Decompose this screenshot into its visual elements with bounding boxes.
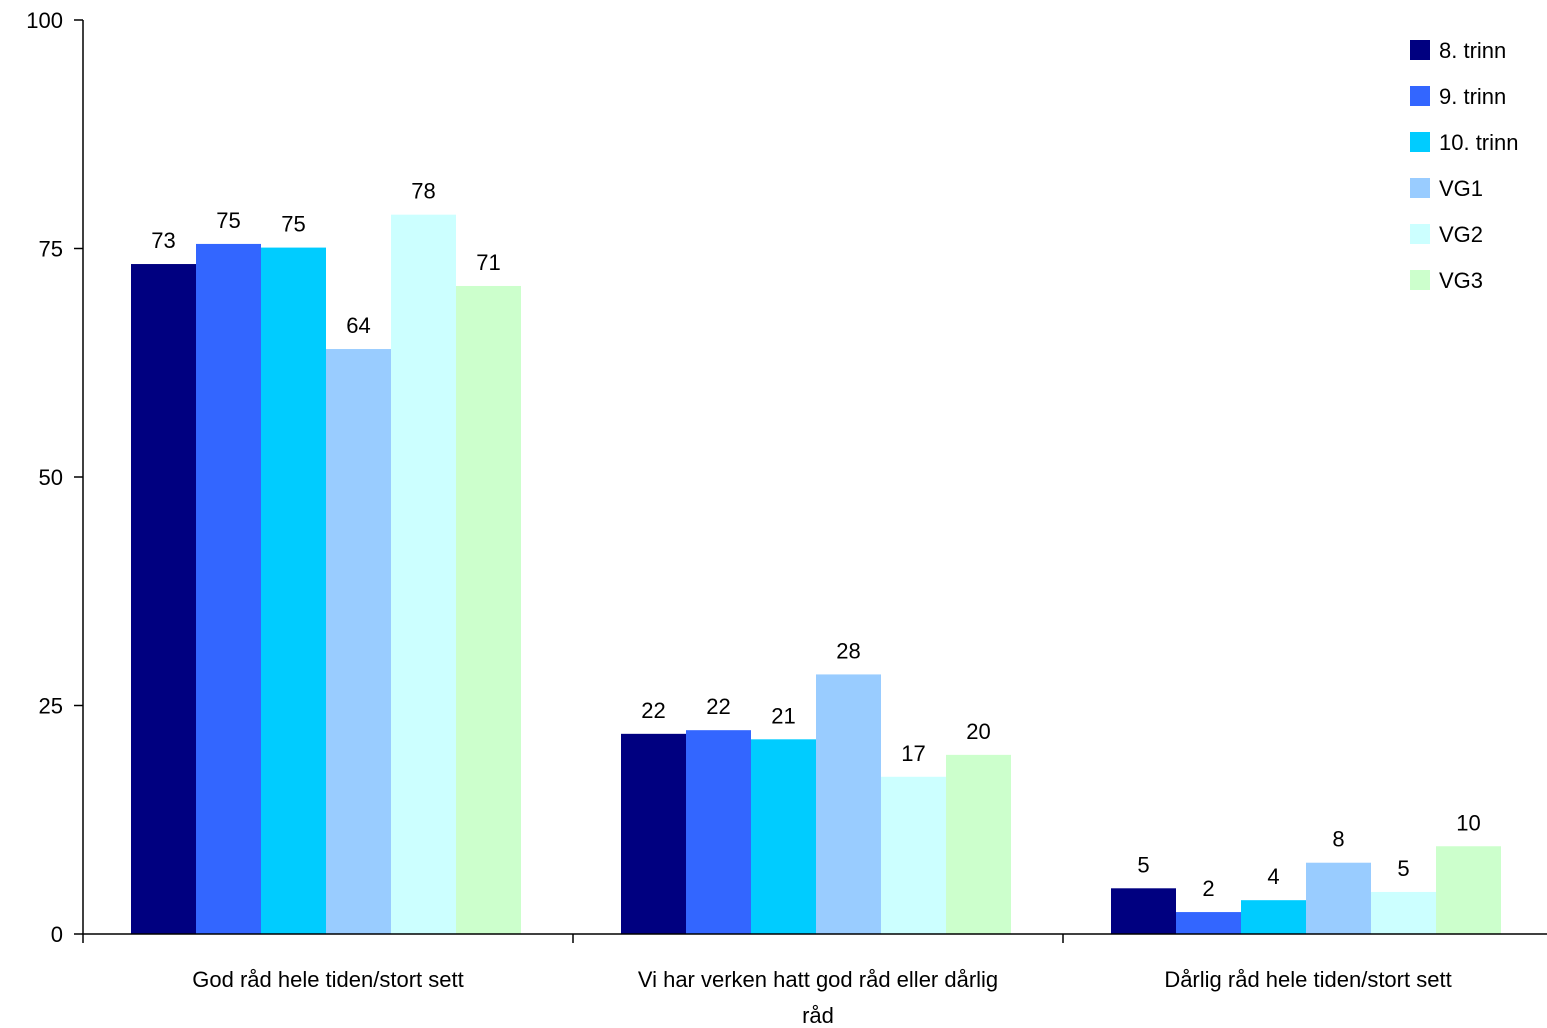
data-label: 71 — [476, 250, 500, 275]
bar-vg3-cat-1 — [456, 285, 521, 934]
bars-layer — [131, 214, 1501, 935]
data-label: 5 — [1137, 852, 1149, 877]
legend-label: VG3 — [1439, 268, 1483, 293]
legend-swatch — [1410, 178, 1430, 198]
data-label: 22 — [641, 698, 665, 723]
bar-8-trinn-cat-3 — [1111, 888, 1176, 934]
legend-label: VG2 — [1439, 222, 1483, 247]
data-label: 10 — [1456, 810, 1480, 835]
x-category-label: God råd hele tiden/stort sett — [192, 967, 464, 992]
bar-10-trinn-cat-3 — [1241, 900, 1306, 934]
data-label: 21 — [771, 703, 795, 728]
y-tick-label: 25 — [39, 694, 63, 719]
data-label: 5 — [1397, 856, 1409, 881]
legend-swatch — [1410, 40, 1430, 60]
legend-swatch — [1410, 86, 1430, 106]
y-tick-label: 0 — [51, 922, 63, 947]
data-label: 64 — [346, 313, 370, 338]
bar-vg1-cat-3 — [1306, 862, 1371, 934]
bar-9-trinn-cat-3 — [1176, 912, 1241, 934]
bar-vg3-cat-2 — [946, 754, 1011, 934]
bar-vg2-cat-2 — [881, 776, 946, 934]
x-category-label: Vi har verken hatt god råd eller dårlig — [638, 967, 998, 992]
data-label: 2 — [1202, 876, 1214, 901]
legend-swatch — [1410, 132, 1430, 152]
data-label: 17 — [901, 741, 925, 766]
legend-swatch — [1410, 224, 1430, 244]
y-tick-label: 50 — [39, 465, 63, 490]
data-label: 75 — [216, 208, 240, 233]
y-tick-label: 100 — [26, 8, 63, 33]
legend-label: 8. trinn — [1439, 38, 1506, 63]
bar-vg3-cat-3 — [1436, 846, 1501, 934]
data-label: 28 — [836, 638, 860, 663]
data-label: 22 — [706, 694, 730, 719]
bar-10-trinn-cat-1 — [261, 247, 326, 934]
data-label: 20 — [966, 719, 990, 744]
data-label: 75 — [281, 212, 305, 237]
bar-10-trinn-cat-2 — [751, 739, 816, 934]
bar-vg1-cat-1 — [326, 349, 391, 934]
bar-8-trinn-cat-2 — [621, 733, 686, 934]
legend-label: 10. trinn — [1439, 130, 1519, 155]
data-label: 8 — [1332, 827, 1344, 852]
bar-9-trinn-cat-1 — [196, 243, 261, 934]
x-category-label: råd — [802, 1003, 834, 1028]
data-label: 4 — [1267, 864, 1279, 889]
data-label: 78 — [411, 179, 435, 204]
bar-9-trinn-cat-2 — [686, 730, 751, 934]
y-tick-label: 75 — [39, 237, 63, 262]
legend-swatch — [1410, 270, 1430, 290]
bar-8-trinn-cat-1 — [131, 264, 196, 935]
bar-vg2-cat-1 — [391, 214, 456, 934]
bar-vg1-cat-2 — [816, 674, 881, 934]
legend: 8. trinn 9. trinn 10. trinn VG1 VG2 VG3 — [1410, 38, 1519, 293]
data-label: 73 — [151, 228, 175, 253]
legend-label: 9. trinn — [1439, 84, 1506, 109]
x-category-label: Dårlig råd hele tiden/stort sett — [1164, 967, 1451, 992]
legend-label: VG1 — [1439, 176, 1483, 201]
bar-vg2-cat-3 — [1371, 891, 1436, 934]
